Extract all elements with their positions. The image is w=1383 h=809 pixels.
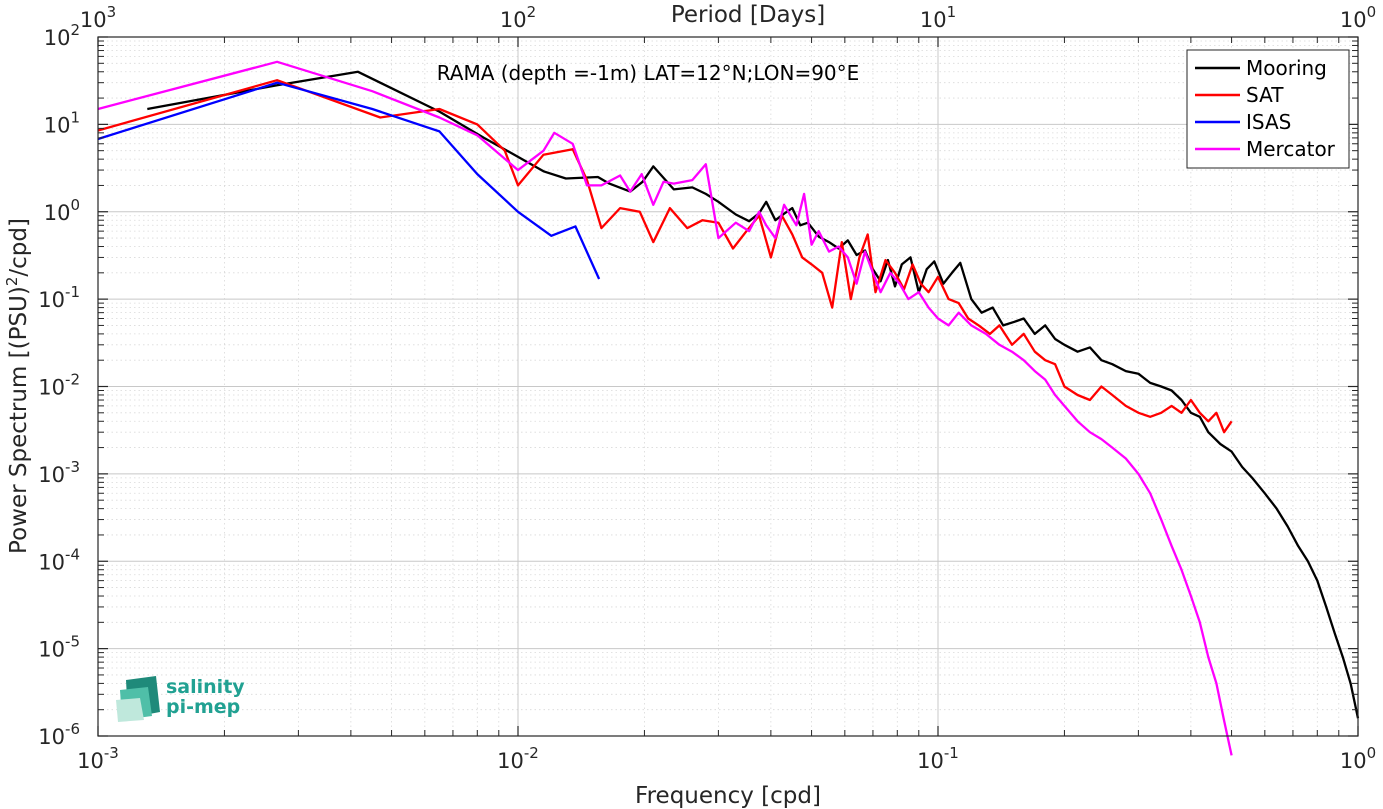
legend: Mooring SAT ISAS Mercator bbox=[1186, 49, 1350, 169]
x-tick-label: 10-3 bbox=[77, 744, 119, 773]
series-line-mercator bbox=[97, 60, 1233, 756]
top-tick-label-exponent: 1 bbox=[947, 3, 957, 21]
legend-label-mooring: Mooring bbox=[1246, 56, 1327, 80]
y-tick-label: 10-3 bbox=[38, 458, 80, 487]
y-tick-label: 10-1 bbox=[38, 283, 80, 312]
y-axis-label-unit: /cpd] bbox=[6, 218, 32, 277]
y-axis-label: Power Spectrum [(PSU)2/cpd] bbox=[3, 218, 32, 554]
y-tick-label: 102 bbox=[44, 21, 80, 50]
legend-label-mercator: Mercator bbox=[1246, 137, 1336, 161]
logo-text-line2: pi-mep bbox=[166, 696, 240, 718]
top-tick-labels: 103 102 101 100 bbox=[80, 3, 1376, 32]
top-tick-label: 101 bbox=[920, 3, 956, 32]
y-tick-label-base: 10 bbox=[38, 288, 65, 312]
top-tick-label-base: 10 bbox=[920, 8, 947, 32]
y-tick-label: 10-5 bbox=[38, 633, 80, 662]
y-tick-label-exponent: -1 bbox=[65, 283, 80, 301]
legend-label-isas: ISAS bbox=[1246, 110, 1291, 134]
y-tick-label: 101 bbox=[44, 108, 80, 137]
y-tick-label-exponent: -4 bbox=[65, 545, 80, 563]
y-tick-label-base: 10 bbox=[44, 201, 71, 225]
x-tick-label-base: 10 bbox=[497, 749, 524, 773]
y-tick-label: 10-4 bbox=[38, 545, 80, 574]
x-tick-label-base: 10 bbox=[917, 749, 944, 773]
top-tick-label: 100 bbox=[1340, 3, 1376, 32]
y-tick-label-base: 10 bbox=[38, 725, 65, 749]
series-layer bbox=[97, 60, 1360, 756]
y-tick-label-base: 10 bbox=[38, 638, 65, 662]
y-axis-label-main: Power Spectrum [(PSU) bbox=[6, 286, 32, 554]
x-tick-label: 10-1 bbox=[917, 744, 959, 773]
y-tick-label-base: 10 bbox=[38, 463, 65, 487]
y-axis-label-exponent: 2 bbox=[3, 277, 21, 287]
chart-title: RAMA (depth =-1m) LAT=12°N;LON=90°E bbox=[437, 61, 860, 85]
y-tick-label-exponent: -2 bbox=[65, 371, 80, 389]
y-tick-label: 10-2 bbox=[38, 371, 80, 400]
y-tick-label-exponent: 1 bbox=[70, 108, 80, 126]
top-tick-label-exponent: 3 bbox=[107, 3, 117, 21]
x-tick-label-exponent: 0 bbox=[1367, 744, 1377, 762]
y-tick-label: 10-6 bbox=[38, 720, 80, 749]
logo-mark-front bbox=[116, 698, 144, 722]
y-tick-label-exponent: -3 bbox=[65, 458, 80, 476]
x-tick-label-exponent: -2 bbox=[524, 744, 539, 762]
series-line-sat bbox=[97, 79, 1233, 434]
y-tick-label-exponent: 2 bbox=[70, 21, 80, 39]
tick-marks bbox=[97, 36, 1359, 737]
top-tick-label-exponent: 0 bbox=[1367, 3, 1377, 21]
x-axis-label: Frequency [cpd] bbox=[635, 783, 821, 809]
y-tick-label-base: 10 bbox=[44, 113, 71, 137]
top-tick-label-base: 10 bbox=[80, 8, 107, 32]
top-tick-label-exponent: 2 bbox=[527, 3, 537, 21]
top-tick-label-base: 10 bbox=[500, 8, 527, 32]
top-tick-label: 103 bbox=[80, 3, 116, 32]
top-tick-label: 102 bbox=[500, 3, 536, 32]
logo-text-line1: salinity bbox=[166, 676, 245, 698]
y-tick-label: 100 bbox=[44, 196, 80, 225]
y-tick-label-exponent: 0 bbox=[70, 196, 80, 214]
salinity-pi-mep-logo: salinity pi-mep bbox=[116, 676, 245, 722]
x-tick-labels: 10-3 10-2 10-1 100 bbox=[77, 744, 1376, 773]
x-tick-label: 10-2 bbox=[497, 744, 539, 773]
series-line-isas bbox=[97, 81, 601, 280]
x-tick-label-base: 10 bbox=[1340, 749, 1367, 773]
y-tick-label-base: 10 bbox=[38, 550, 65, 574]
minor-grid bbox=[98, 37, 1358, 736]
x-tick-label-exponent: -3 bbox=[104, 744, 119, 762]
top-tick-label-base: 10 bbox=[1340, 8, 1367, 32]
y-tick-label-base: 10 bbox=[44, 26, 71, 50]
y-tick-label-base: 10 bbox=[38, 376, 65, 400]
legend-label-sat: SAT bbox=[1246, 83, 1284, 107]
y-tick-label-exponent: -5 bbox=[65, 633, 80, 651]
x-tick-label-base: 10 bbox=[77, 749, 104, 773]
top-axis-label: Period [Days] bbox=[671, 2, 825, 28]
x-tick-label-exponent: -1 bbox=[944, 744, 959, 762]
y-tick-label-exponent: -6 bbox=[65, 720, 80, 738]
x-tick-label: 100 bbox=[1340, 744, 1376, 773]
series-line-mooring bbox=[147, 70, 1360, 719]
